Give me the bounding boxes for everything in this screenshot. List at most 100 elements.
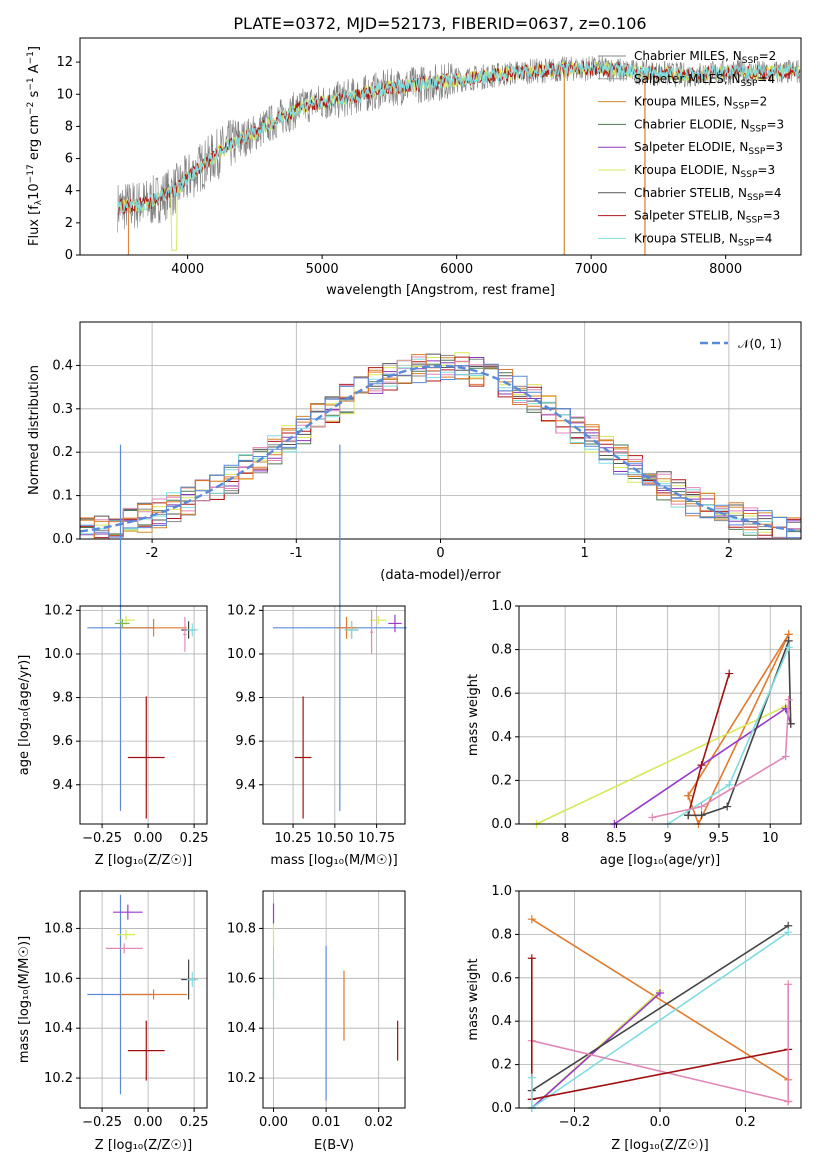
legend-value: =3 — [766, 117, 784, 131]
x-axis-label: E(B-V) — [314, 1138, 354, 1153]
y-axis-label: Normed distribution — [27, 365, 42, 495]
data-point-marker — [697, 802, 706, 811]
legend-text: Chabrier STELIB, N — [634, 186, 747, 200]
legend-value: =2 — [750, 95, 768, 109]
axes-frame — [79, 37, 802, 256]
x-axis-label: age [log₁₀(age/yr)] — [600, 853, 721, 868]
axes-frame — [79, 321, 802, 540]
y-tick-label: 10 — [56, 87, 73, 102]
data-point-marker — [527, 1073, 536, 1082]
y-axis-label-part: −1 — [26, 77, 36, 90]
x-tick-label: 0.02 — [364, 1115, 393, 1130]
y-tick-label: 0.2 — [491, 773, 512, 788]
data-point-marker — [784, 643, 793, 652]
histogram-series-line — [80, 363, 801, 539]
legend-subscript: SSP — [741, 79, 758, 89]
legend-label: Salpeter ELODIE, NSSP=3 — [634, 140, 783, 157]
legend-label: Salpeter STELIB, NSSP=3 — [634, 209, 780, 226]
residual-histogram-panel: -2 -1 0 1 2 0.0 0.1 0.2 0.3 0.4 (data-model)/error… — [27, 321, 802, 583]
y-tick-label: 8 — [65, 119, 73, 134]
legend-subscript: SSP — [733, 102, 750, 112]
x-tick-label: 8 — [561, 831, 569, 846]
legend-subscript: SSP — [746, 216, 763, 226]
legend-subscript: SSP — [741, 170, 758, 180]
x-tick-label: 0 — [436, 546, 444, 561]
x-tick-label: 1 — [581, 546, 589, 561]
x-tick-label: 0.0 — [650, 1115, 671, 1130]
y-tick-label: 0.6 — [491, 971, 512, 986]
model-spectrum-line — [117, 61, 801, 215]
axes-frame — [79, 605, 208, 825]
legend-label: Kroupa MILES, NSSP=2 — [634, 95, 767, 112]
data-point-marker — [684, 811, 693, 820]
y-axis-label-part: Flux [f — [27, 205, 42, 246]
mass-vs-metallicity-panel: −0.25 0.00 0.25 10.2 10.4 10.6 10.8 Z [log₁₀(Z/… — [17, 890, 209, 1153]
y-axis-label-part: s — [27, 90, 42, 101]
y-tick-label: 10.8 — [44, 921, 73, 936]
legend-subscript: SSP — [750, 124, 767, 134]
data-point-marker — [784, 928, 793, 937]
x-tick-label: 10 — [762, 831, 779, 846]
y-tick-label: 12 — [56, 55, 73, 70]
x-tick-label: 0.25 — [180, 1115, 209, 1130]
legend-text: Salpeter MILES, N — [634, 72, 741, 86]
x-tick-label: 5000 — [306, 262, 339, 277]
data-point-marker — [697, 761, 706, 770]
x-axis-label: Z [log₁₀(Z/Z☉)] — [95, 1138, 192, 1153]
data-point-marker — [784, 1097, 793, 1106]
y-axis-label-part: ] — [27, 46, 42, 51]
x-tick-label: 4000 — [171, 262, 204, 277]
y-tick-label: 10.2 — [44, 1071, 73, 1086]
y-tick-label: 0.6 — [491, 686, 512, 701]
y-tick-label: 0.3 — [52, 402, 73, 417]
massweight-vs-metallicity-panel: −0.2 0.0 0.2 0.0 0.2 0.4 0.6 0.8 1.0 Z [log₁₀(Z/Z… — [466, 884, 802, 1153]
normal-curve-line — [80, 364, 801, 533]
legend-text: Kroupa ELODIE, N — [634, 163, 741, 177]
x-axis-label: Z [log₁₀(Z/Z☉)] — [611, 1138, 708, 1153]
axes-frame — [262, 890, 406, 1109]
y-axis-label: mass weight — [466, 958, 481, 1040]
x-tick-label: −0.25 — [82, 1115, 122, 1130]
x-tick-label: 8000 — [709, 262, 742, 277]
legend-value: =4 — [755, 231, 773, 245]
y-tick-label: 10.2 — [44, 603, 73, 618]
legend-label: Chabrier ELODIE, NSSP=3 — [634, 117, 784, 134]
data-point-marker — [684, 791, 693, 800]
spectrum-panel: 4000 5000 6000 7000 8000 0 2 4 6 8 10 12 wavelength … — [26, 37, 802, 298]
data-point-marker — [656, 988, 664, 997]
series-line — [531, 925, 789, 1092]
y-tick-label: 10.6 — [44, 971, 73, 986]
y-tick-label: 10.4 — [227, 1021, 256, 1036]
y-tick-label: 0.0 — [491, 817, 512, 832]
data-point-marker — [648, 813, 657, 822]
y-tick-label: 9.4 — [52, 778, 73, 793]
y-axis-label: age [log₁₀(age/yr)] — [17, 655, 32, 776]
x-axis-label: (data-model)/error — [380, 568, 501, 583]
legend-value: =3 — [757, 163, 775, 177]
axes-frame — [262, 605, 406, 825]
y-tick-label: 6 — [65, 152, 73, 167]
y-tick-label: 9.8 — [52, 691, 73, 706]
legend-value: =2 — [759, 49, 777, 63]
legend-subscript: SSP — [748, 147, 765, 157]
y-tick-label: 10.6 — [227, 971, 256, 986]
y-tick-label: 0.1 — [52, 489, 73, 504]
x-tick-label: 10.75 — [358, 831, 395, 846]
legend-text: Salpeter ELODIE, N — [634, 140, 748, 154]
data-point-marker — [781, 752, 790, 761]
axes-frame — [518, 605, 802, 825]
y-axis-label-part: 10 — [27, 183, 42, 200]
mass-vs-ebv-panel: 0.00 0.01 0.02 10.2 10.4 10.6 10.8 E(B-V) — [227, 890, 406, 1153]
legend-subscript: SSP — [738, 238, 755, 248]
x-tick-label: 10.50 — [316, 831, 353, 846]
legend-value: =3 — [763, 209, 781, 223]
y-axis-label-part: −2 — [26, 102, 36, 115]
histogram-lines — [80, 352, 801, 539]
y-tick-label: 10.0 — [44, 647, 73, 662]
x-tick-label: −0.25 — [82, 831, 122, 846]
data-point-marker — [723, 802, 732, 811]
series-line — [687, 633, 790, 797]
y-tick-label: 0.4 — [491, 1014, 512, 1029]
y-axis-label-part: −17 — [26, 164, 36, 183]
legend-value: =4 — [764, 186, 782, 200]
